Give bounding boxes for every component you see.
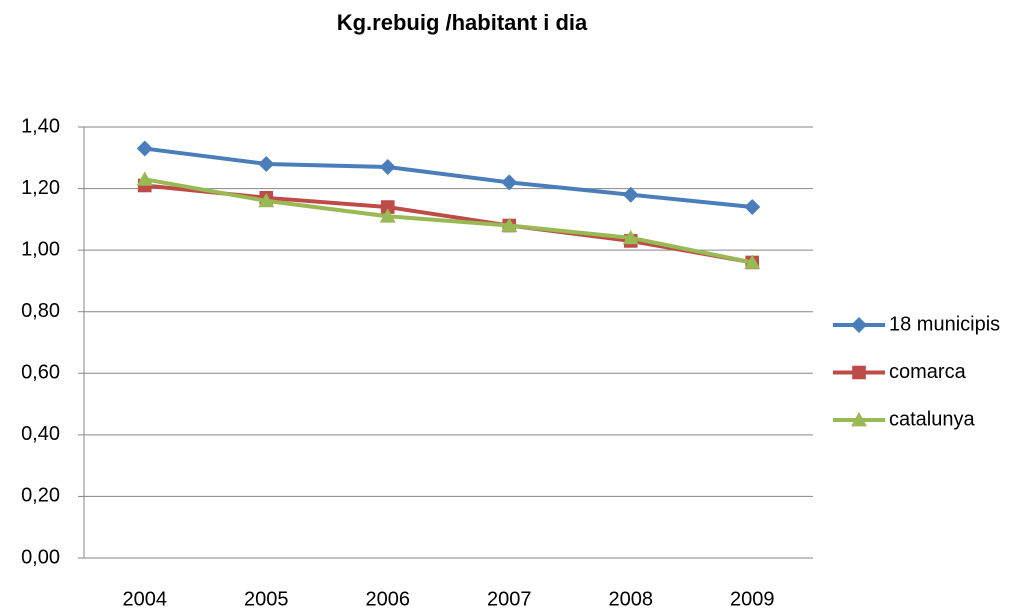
legend-label: comarca <box>889 361 967 383</box>
legend-label: 18 municipis <box>889 313 1000 335</box>
point <box>622 229 639 245</box>
x-tick-label: 2009 <box>730 588 775 610</box>
y-tick-label: 0,80 <box>21 300 60 322</box>
y-tick-label: 1,00 <box>21 238 60 260</box>
point <box>851 412 867 427</box>
x-tick-label: 2005 <box>244 588 289 610</box>
point <box>851 317 867 333</box>
y-tick-label: 0,00 <box>21 546 60 568</box>
y-tick-label: 0,60 <box>21 362 60 384</box>
point <box>136 171 153 186</box>
point <box>136 140 153 157</box>
point <box>379 159 396 176</box>
legend-label: catalunya <box>889 408 975 430</box>
x-tick-label: 2007 <box>487 588 532 610</box>
point <box>501 217 518 232</box>
series-line <box>144 177 753 265</box>
point <box>744 199 761 216</box>
point <box>258 155 275 172</box>
x-tick-label: 2004 <box>123 588 168 610</box>
point <box>379 208 396 223</box>
point <box>622 186 639 203</box>
series-line <box>144 146 753 210</box>
point <box>852 365 866 380</box>
y-tick-label: 0,40 <box>21 423 60 445</box>
x-tick-label: 2006 <box>366 588 411 610</box>
y-tick-label: 1,20 <box>21 177 60 199</box>
y-tick-label: 1,40 <box>21 115 60 137</box>
point <box>258 192 275 208</box>
chart-title: Kg.rebuig /habitant i dia <box>337 10 588 35</box>
y-tick-label: 0,20 <box>21 485 60 507</box>
point <box>380 200 395 214</box>
x-tick-label: 2008 <box>609 588 654 610</box>
point <box>501 174 518 191</box>
point <box>744 254 761 269</box>
